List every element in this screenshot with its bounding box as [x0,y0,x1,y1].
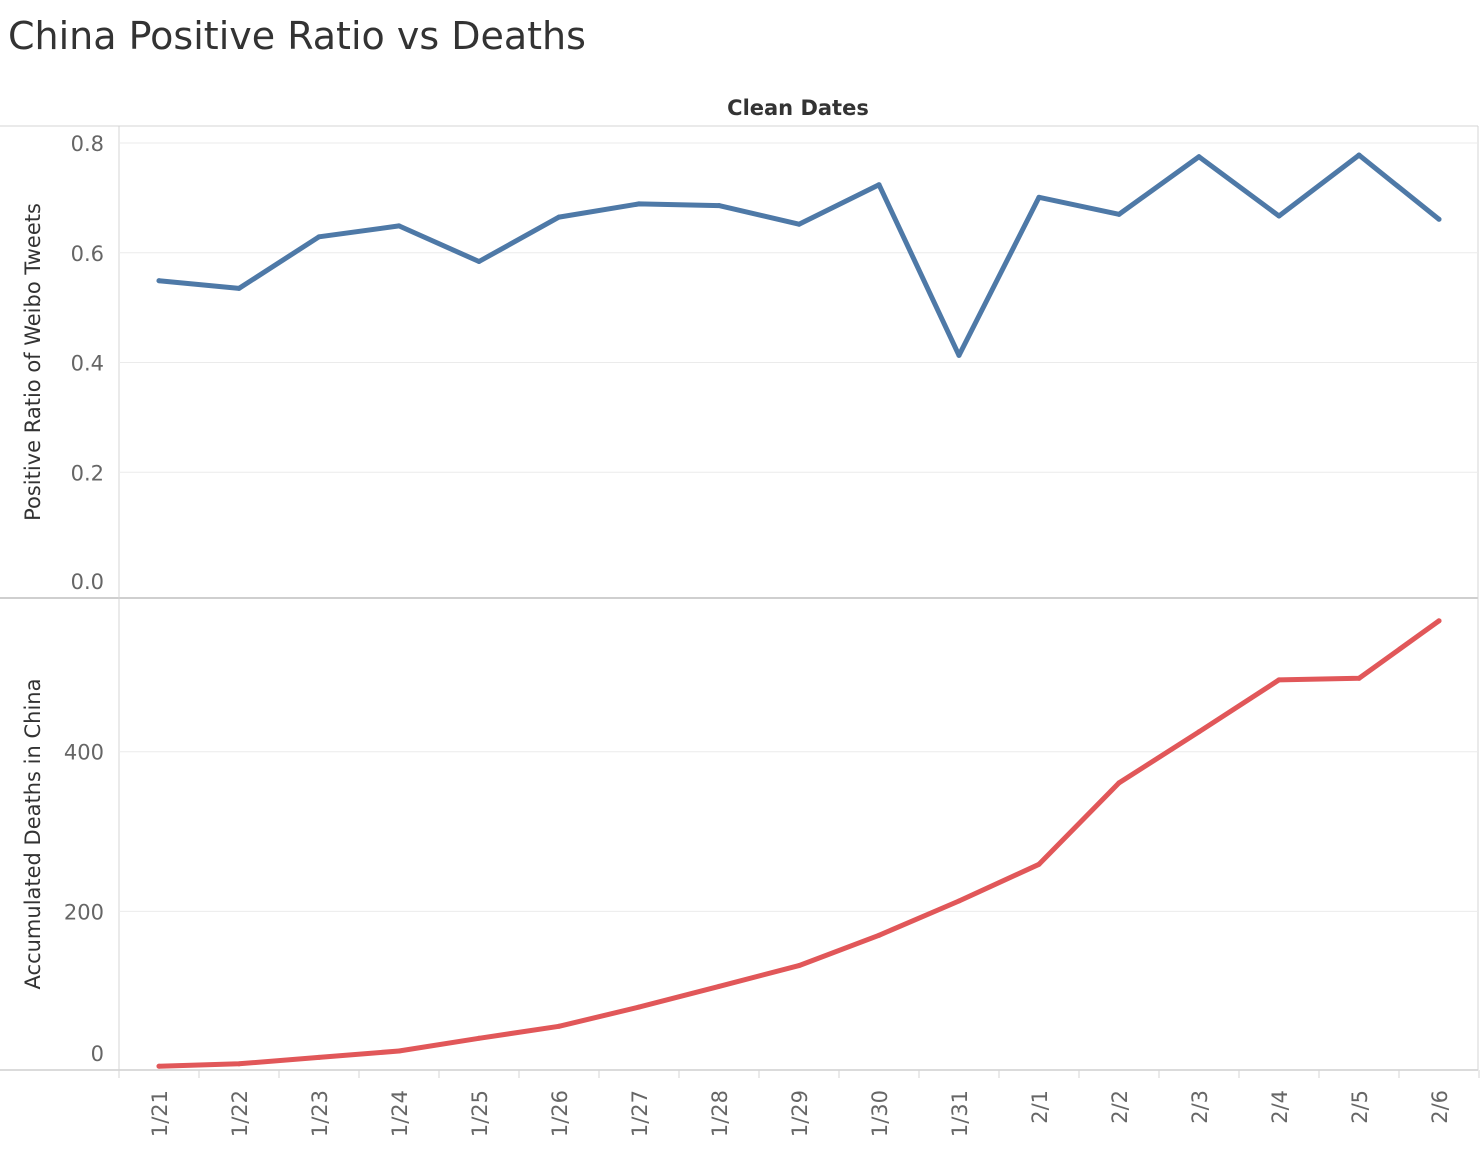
positive-ratio-data-point [796,221,802,227]
positive-ratio-series-line [156,152,1442,358]
column-header: Clean Dates [727,96,869,120]
deaths-data-point [1036,861,1042,867]
deaths-data-point [556,1023,562,1029]
x-axis: 1/21 1/22 1/23 1/24 1/25 1/26 1/27 1/28 1/29 1/30… [118,1070,1480,1137]
x-tick-label: 2/3 [1188,1090,1212,1124]
deaths-data-point [156,1063,162,1069]
positive-ratio-data-point [876,182,882,188]
x-tick-label: 1/26 [548,1090,572,1137]
chart-title: China Positive Ratio vs Deaths [8,14,586,58]
positive-ratio-data-point [1196,154,1202,160]
positive-ratio-data-point [1116,211,1122,217]
positive-ratio-data-point [1356,152,1362,158]
positive-ratio-pane: 0.0 0.2 0.4 0.6 0.8 Positive Ratio of Weibo T… [21,132,1442,594]
deaths-data-point [636,1004,642,1010]
positive-ratio-data-point [316,234,322,240]
positive-ratio-data-point [1036,194,1042,200]
x-tick-label: 1/25 [468,1090,492,1137]
deaths-data-point [1356,675,1362,681]
positive-ratio-data-point [396,223,402,229]
deaths-data-point [796,963,802,969]
positive-ratio-y-tick-label: 0.4 [71,352,104,376]
deaths-data-point [396,1048,402,1054]
x-tick-label: 1/24 [388,1090,412,1137]
deaths-data-point [316,1054,322,1060]
chart-frame [0,125,1479,1078]
positive-ratio-data-point [1276,213,1282,219]
x-tick-label: 1/31 [948,1090,972,1137]
positive-ratio-y-tick-label: 0.2 [71,461,104,485]
deaths-data-point [1196,729,1202,735]
positive-ratio-data-point [956,352,962,358]
deaths-y-tick-label: 200 [64,900,104,924]
positive-ratio-y-tick-label: 0.8 [71,132,104,156]
x-tick-label: 1/29 [788,1090,812,1137]
x-tick-label: 2/2 [1108,1090,1132,1124]
positive-ratio-data-point [236,285,242,291]
deaths-data-point [716,983,722,989]
gridlines [119,142,1478,912]
positive-ratio-y-tick-label: 0.6 [71,242,104,266]
positive-ratio-data-point [716,203,722,209]
positive-ratio-data-point [636,201,642,207]
deaths-data-point [236,1061,242,1067]
x-tick-label: 1/23 [308,1090,332,1137]
deaths-series-line [156,618,1442,1069]
deaths-data-point [1276,677,1282,683]
deaths-data-point [1436,618,1442,624]
x-tick-label: 2/5 [1348,1090,1372,1124]
x-tick-label: 1/27 [628,1090,652,1137]
x-tick-label: 1/28 [708,1090,732,1137]
positive-ratio-data-point [556,214,562,220]
deaths-pane: 0 200 400 Accumulated Deaths in China [21,618,1442,1069]
deaths-data-point [956,898,962,904]
deaths-data-point [1116,780,1122,786]
x-tick-label: 2/4 [1268,1090,1292,1124]
x-tick-label: 2/1 [1028,1090,1052,1124]
x-tick-label: 1/30 [868,1090,892,1137]
deaths-y-tick-label: 0 [91,1042,104,1066]
positive-ratio-data-point [476,259,482,265]
deaths-y-axis-title: Accumulated Deaths in China [21,679,45,990]
positive-ratio-data-point [156,278,162,284]
deaths-data-point [476,1035,482,1041]
x-tick-label: 1/21 [148,1090,172,1137]
x-tick-label: 2/6 [1428,1090,1452,1124]
positive-ratio-data-point [1436,216,1442,222]
x-tick-label: 1/22 [228,1090,252,1137]
deaths-y-tick-label: 400 [64,741,104,765]
positive-ratio-y-tick-label: 0.0 [71,570,104,594]
positive-ratio-y-axis-title: Positive Ratio of Weibo Tweets [21,203,45,521]
deaths-data-point [876,932,882,938]
